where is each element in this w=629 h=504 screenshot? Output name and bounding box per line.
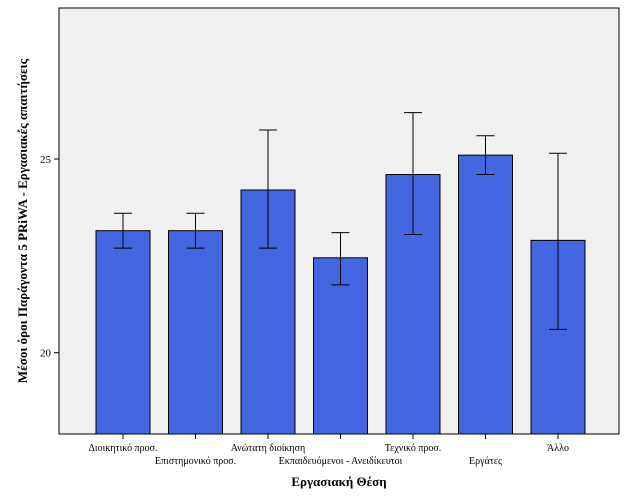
y-tick-label-2: 25 xyxy=(40,154,52,166)
error-bars-group xyxy=(114,112,567,330)
y-axis-title: Μέσοι όροι Παράγοντα 5 PRiWA - Εργασιακέ… xyxy=(15,58,30,383)
error-bar-7 xyxy=(549,152,567,330)
x-tick-label-4: Εκπαιδευόμενοι - Ανειδίκευτοι xyxy=(279,456,403,467)
x-tick-label-5: Τεχνικό προσ. xyxy=(385,443,442,454)
bar-2 xyxy=(168,230,223,435)
x-tick-label-2: Επιστημονικό προσ. xyxy=(155,456,236,467)
error-bar-4 xyxy=(331,232,350,286)
x-axis: Διοικητικό προσ. Επιστημονικό προσ. Ανώτατ… xyxy=(88,434,569,467)
y-tick-label-1: 20 xyxy=(40,348,52,360)
x-tick-label-3: Ανώτατη διοίκηση xyxy=(231,443,306,454)
error-bar-5 xyxy=(404,112,422,236)
x-axis-title: Εργασιακή Θέση xyxy=(291,474,386,489)
bar-4 xyxy=(313,257,368,435)
error-bar-3 xyxy=(259,129,277,249)
error-bar-6 xyxy=(476,135,495,176)
bar-6 xyxy=(458,154,513,435)
error-bar-2 xyxy=(186,212,205,249)
x-tick-label-6: Εργάτες xyxy=(469,456,502,467)
x-tick-label-7: Άλλο xyxy=(547,443,569,454)
bar-1 xyxy=(95,230,151,435)
x-tick-label-1: Διοικητικό προσ. xyxy=(88,443,157,454)
error-bar-1 xyxy=(114,212,132,249)
